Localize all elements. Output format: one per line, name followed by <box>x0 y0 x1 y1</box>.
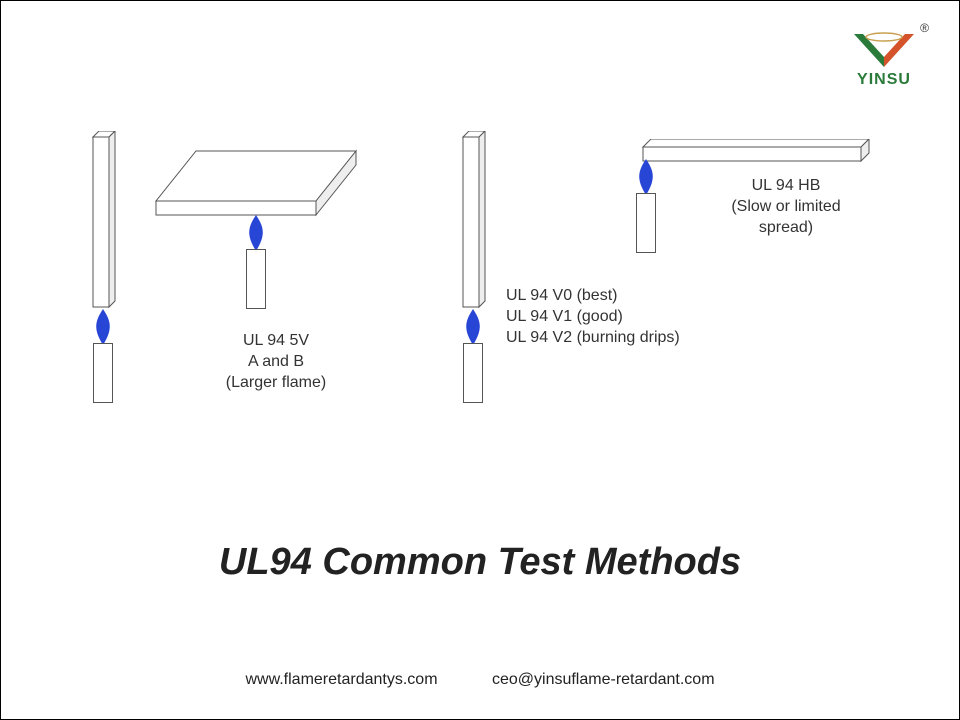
footer-email: ceo@yinsuflame-retardant.com <box>492 671 715 688</box>
flame-icon <box>461 309 485 345</box>
label-hb-l2: (Slow or limited <box>701 197 871 218</box>
label-5v: UL 94 5V A and B (Larger flame) <box>201 331 351 393</box>
specimen-hb-horizontal <box>641 139 871 167</box>
label-v: UL 94 V0 (best) UL 94 V1 (good) UL 94 V2… <box>506 286 726 348</box>
brand-logo: ® YINSU <box>839 21 929 91</box>
footer-website: www.flameretardantys.com <box>245 671 437 688</box>
burner-5v-plate <box>246 249 266 309</box>
flame-icon <box>244 215 268 251</box>
label-5v-l2: A and B <box>201 352 351 373</box>
logo-brand-text: YINSU <box>839 71 929 89</box>
page-title: UL94 Common Test Methods <box>1 541 959 584</box>
burner-v <box>463 343 483 403</box>
label-hb-l3: spread) <box>701 218 871 239</box>
flame-icon <box>634 159 658 195</box>
specimen-5v-vertical <box>91 131 121 311</box>
logo-v-icon <box>849 29 919 69</box>
label-hb-l1: UL 94 HB <box>701 176 871 197</box>
label-v-l1: UL 94 V0 (best) <box>506 286 726 307</box>
label-5v-l3: (Larger flame) <box>201 373 351 394</box>
label-v-l3: UL 94 V2 (burning drips) <box>506 328 726 349</box>
label-hb: UL 94 HB (Slow or limited spread) <box>701 176 871 238</box>
label-v-l2: UL 94 V1 (good) <box>506 307 726 328</box>
diagram-container: UL 94 5V A and B (Larger flame) UL 94 V0… <box>61 131 901 461</box>
burner-5v-vertical <box>93 343 113 403</box>
specimen-v-vertical <box>461 131 491 311</box>
registered-mark: ® <box>920 21 929 35</box>
footer: www.flameretardantys.com ceo@yinsuflame-… <box>1 671 959 689</box>
label-5v-l1: UL 94 5V <box>201 331 351 352</box>
burner-hb <box>636 193 656 253</box>
flame-icon <box>91 309 115 345</box>
